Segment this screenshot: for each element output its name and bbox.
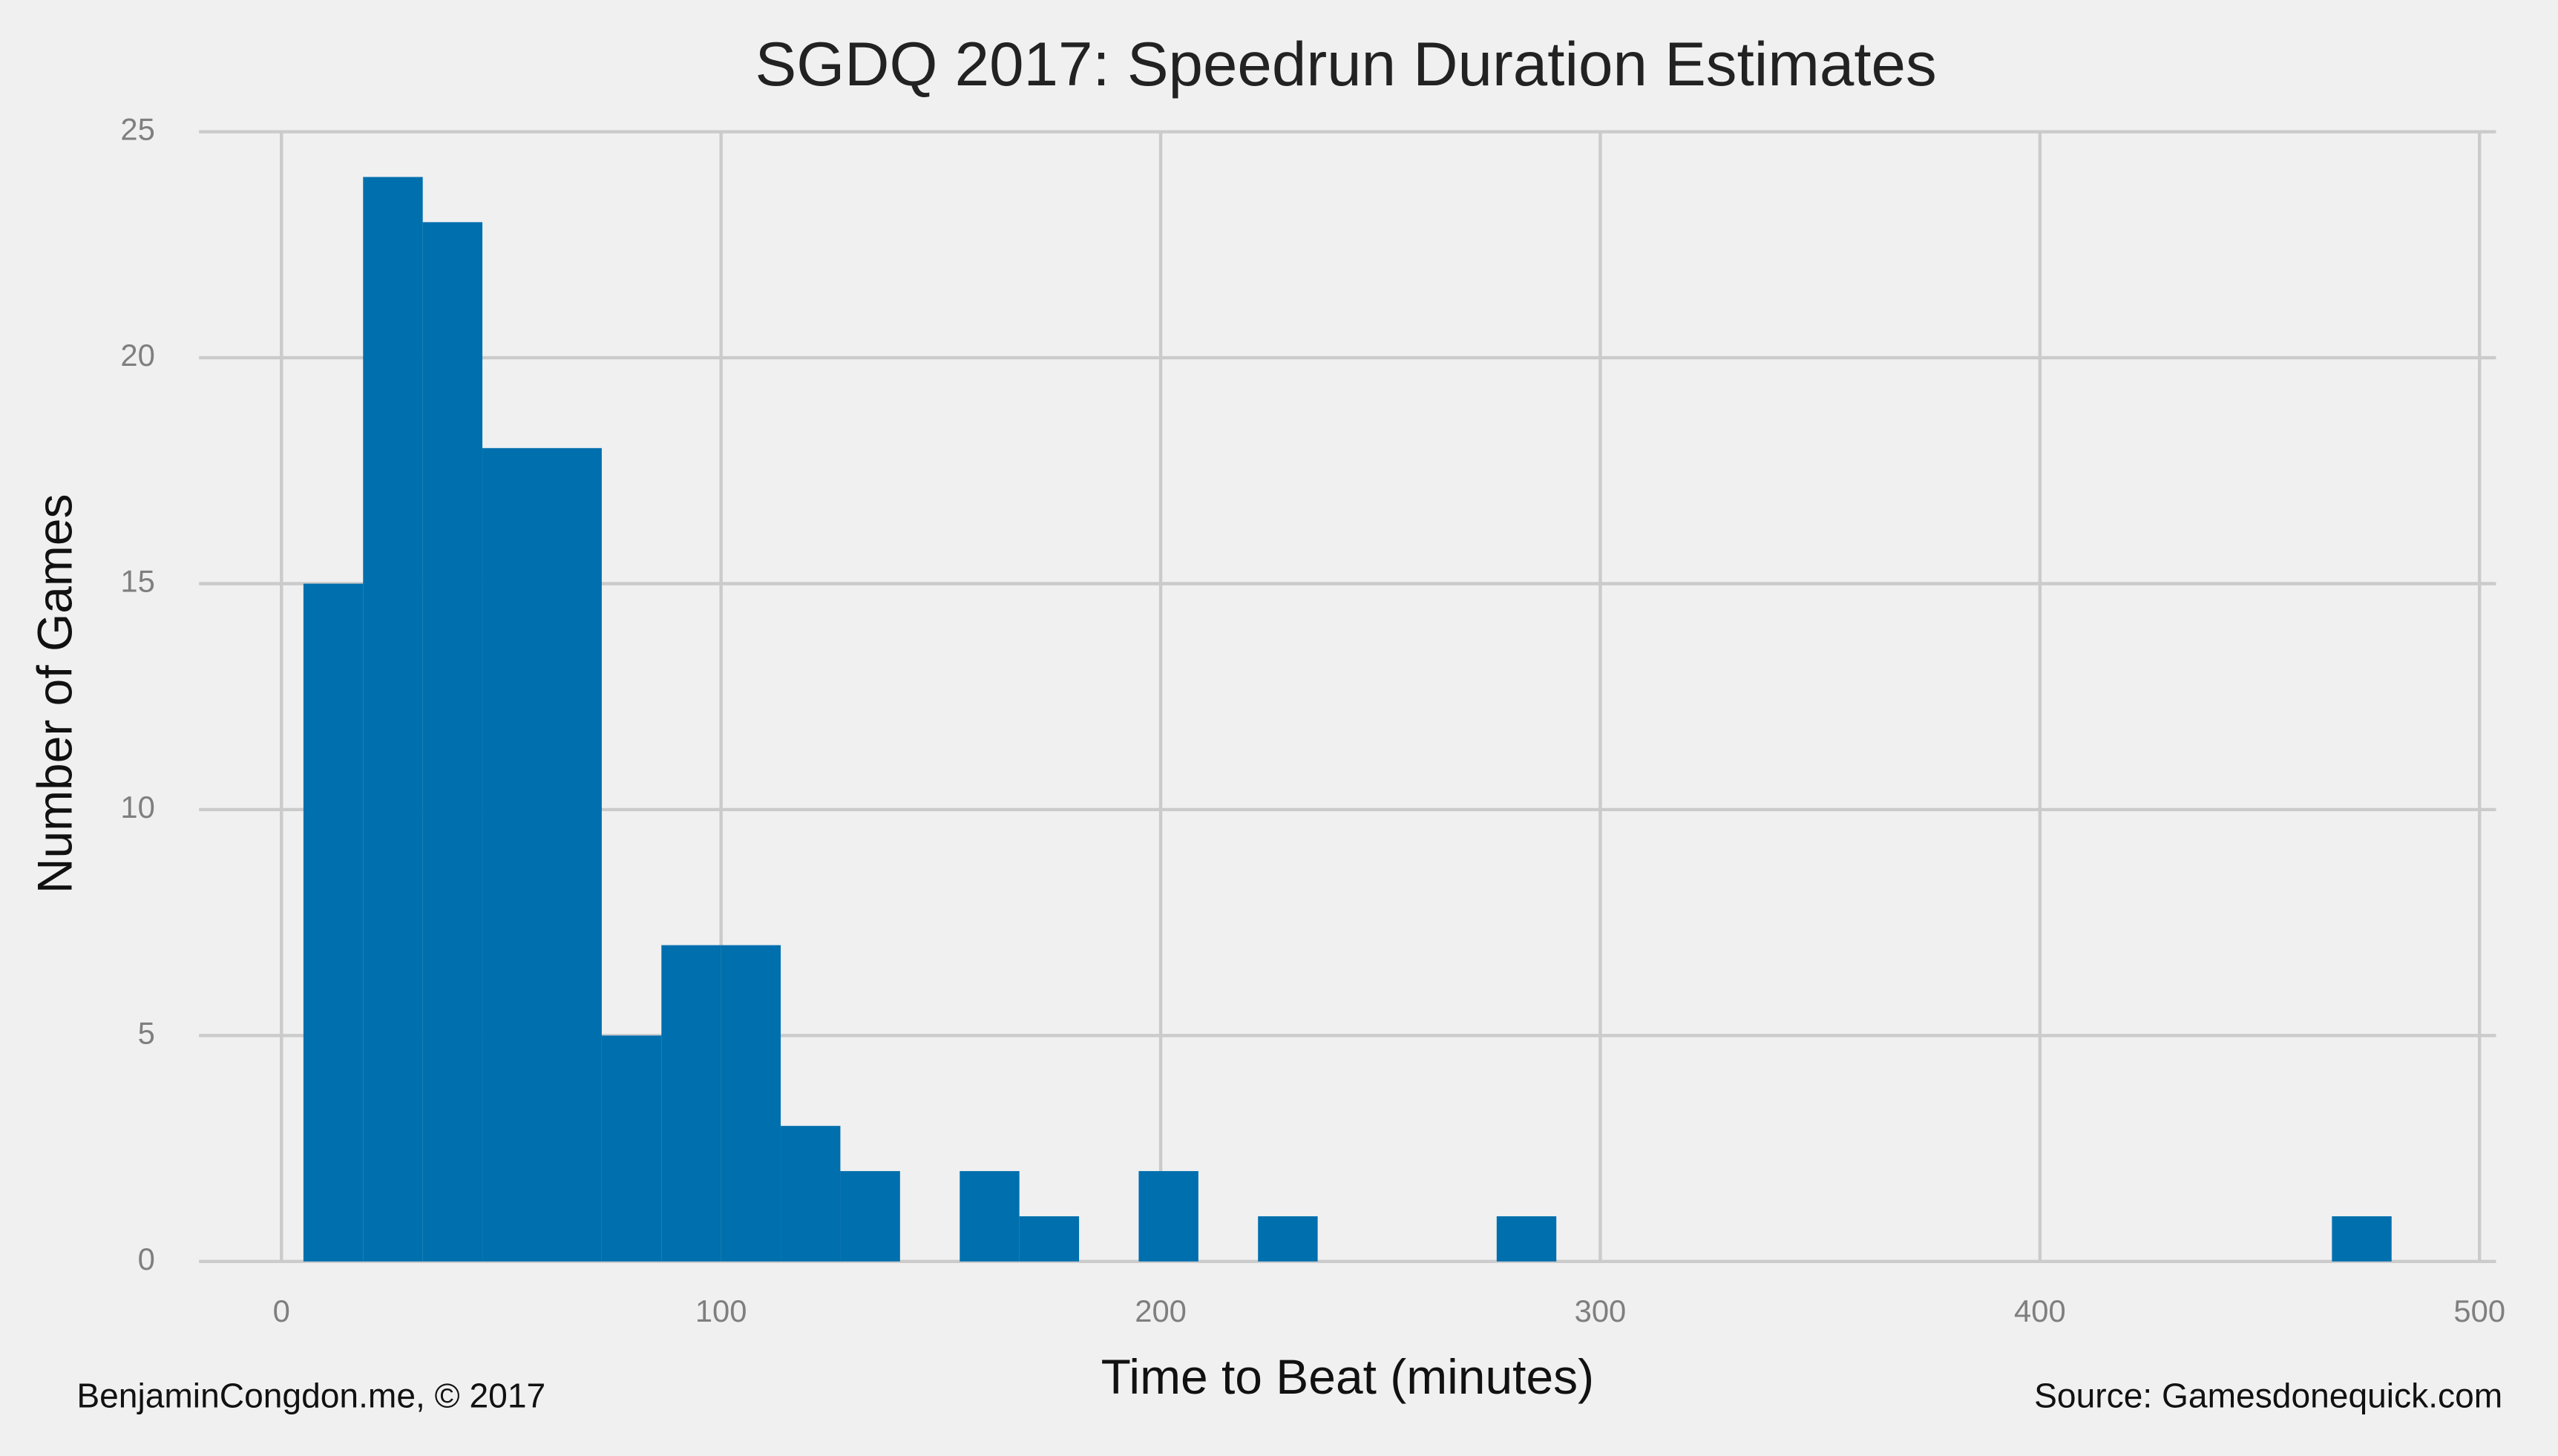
bar	[960, 1171, 1020, 1262]
bar	[661, 945, 721, 1262]
y-axis-label: Number of Games	[27, 493, 82, 893]
x-tick-label: 100	[695, 1293, 747, 1328]
y-tick-label: 20	[120, 338, 154, 373]
bar	[1258, 1216, 1318, 1262]
bar	[482, 447, 542, 1262]
credit: BenjaminCongdon.me, © 2017	[76, 1377, 545, 1415]
bar	[1496, 1216, 1557, 1262]
x-tick-label: 400	[2014, 1293, 2066, 1328]
bar	[781, 1126, 841, 1262]
bar	[721, 945, 781, 1262]
y-tick-label: 25	[120, 112, 154, 147]
y-tick-label: 5	[138, 1015, 155, 1050]
bar	[601, 1035, 662, 1262]
bar	[303, 583, 364, 1262]
x-tick-label: 0	[273, 1293, 290, 1328]
bar	[1019, 1216, 1080, 1262]
bar	[1138, 1171, 1198, 1262]
x-tick-label: 200	[1135, 1293, 1187, 1328]
bar	[363, 177, 423, 1262]
bar	[840, 1171, 900, 1262]
source: Source: Gamesdonequick.com	[2034, 1377, 2502, 1415]
x-tick-label: 500	[2453, 1293, 2505, 1328]
bar	[422, 222, 483, 1262]
x-axis-label: Time to Beat (minutes)	[1101, 1349, 1594, 1404]
y-tick-label: 0	[138, 1242, 155, 1276]
chart-title: SGDQ 2017: Speedrun Duration Estimates	[755, 29, 1936, 99]
bar	[542, 447, 602, 1262]
bar	[2332, 1216, 2392, 1262]
y-tick-label: 15	[120, 564, 154, 599]
y-tick-label: 10	[120, 790, 154, 824]
x-tick-label: 300	[1575, 1293, 1627, 1328]
